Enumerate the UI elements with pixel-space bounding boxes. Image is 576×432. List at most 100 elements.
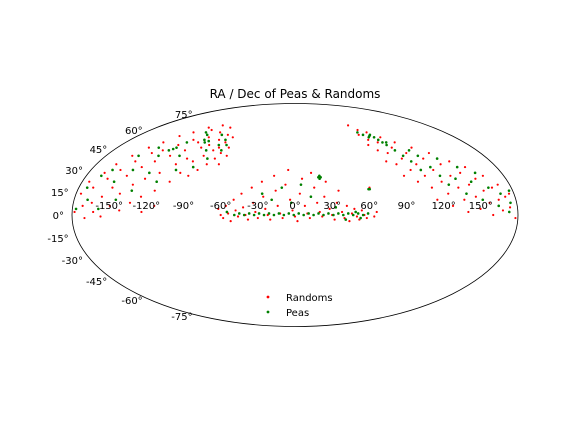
randoms-point — [448, 160, 451, 163]
randoms-point — [376, 141, 379, 144]
latitude-tick-label: 15° — [51, 188, 69, 199]
randoms-point — [81, 204, 84, 207]
randoms-point — [276, 204, 279, 207]
peas-point — [435, 157, 439, 160]
legend-label-peas: Peas — [286, 308, 309, 319]
randoms-point — [118, 192, 121, 195]
randoms-point — [340, 210, 344, 214]
randoms-point — [333, 218, 336, 221]
peas-point — [361, 133, 365, 137]
randoms-point — [415, 163, 418, 166]
randoms-point — [150, 151, 153, 155]
randoms-point — [256, 216, 259, 220]
peas-point — [242, 213, 246, 217]
peas-point — [401, 154, 405, 158]
peas-point — [385, 143, 388, 147]
randoms-point — [309, 171, 313, 174]
randoms-point — [405, 151, 408, 155]
peas-point — [307, 212, 310, 215]
peas-point — [351, 213, 355, 217]
peas-point — [299, 183, 303, 186]
randoms-point — [162, 141, 165, 144]
peas-point — [220, 133, 224, 137]
randoms-point — [316, 201, 319, 204]
peas-point — [262, 213, 266, 217]
randoms-point — [83, 216, 86, 220]
randoms-point — [140, 210, 143, 214]
randoms-point — [356, 128, 359, 132]
peas-point — [361, 213, 365, 217]
peas-point — [509, 201, 512, 205]
peas-point — [100, 174, 103, 178]
peas-point — [112, 180, 116, 183]
peas-point — [131, 168, 135, 172]
randoms-point — [219, 213, 222, 217]
legend: Randoms Peas — [266, 293, 333, 319]
randoms-point — [357, 133, 360, 136]
randoms-point — [376, 149, 379, 152]
peas-point — [381, 141, 384, 144]
randoms-point — [373, 215, 376, 218]
randoms-point — [212, 149, 215, 152]
randoms-point — [439, 163, 442, 166]
peas-point — [317, 175, 320, 179]
randoms-point — [281, 216, 284, 220]
longitude-tick-label: -150° — [95, 201, 123, 212]
peas-point — [225, 210, 229, 214]
peas-point — [252, 213, 256, 217]
peas-point — [319, 175, 322, 179]
peas-point — [416, 154, 420, 158]
peas-point — [327, 212, 330, 215]
randoms-point — [219, 131, 222, 134]
randoms-point — [400, 157, 403, 160]
peas-point — [277, 212, 281, 215]
randoms-point — [179, 171, 182, 174]
peas-point — [175, 146, 178, 149]
peas-point — [191, 165, 195, 169]
randoms-point — [92, 210, 95, 214]
peas-point — [393, 149, 397, 152]
randoms-point — [507, 192, 511, 195]
randoms-point — [221, 124, 224, 127]
peas-point — [356, 212, 360, 215]
peas-point — [334, 206, 338, 209]
randoms-point — [231, 136, 234, 139]
peas-point — [157, 154, 160, 158]
randoms-point — [73, 210, 76, 214]
randoms-point — [131, 154, 134, 157]
peas-point — [473, 171, 477, 175]
randoms-point — [115, 163, 118, 166]
randoms-point — [174, 163, 177, 166]
randoms-point — [168, 180, 171, 183]
randoms-point — [100, 195, 104, 198]
randoms-point — [474, 195, 477, 198]
randoms-point — [296, 220, 299, 223]
randoms-point — [436, 198, 439, 201]
peas-point — [507, 189, 511, 192]
randoms-point — [229, 220, 232, 223]
series-peas — [74, 131, 512, 221]
peas-point — [455, 165, 459, 169]
randoms-point — [287, 168, 290, 172]
randoms-point — [501, 209, 505, 212]
peas-point — [86, 198, 89, 202]
randoms-point — [140, 165, 143, 169]
randoms-point — [457, 186, 460, 189]
longitude-tick-label: -120° — [132, 201, 160, 212]
randoms-point — [492, 213, 495, 217]
randoms-point — [225, 154, 228, 157]
randoms-point — [232, 198, 235, 201]
randoms-point — [196, 168, 199, 172]
randoms-point — [298, 192, 301, 195]
peas-point — [322, 213, 325, 217]
randoms-point — [217, 146, 221, 149]
latitude-tick-label: 0° — [53, 211, 64, 222]
longitude-tick-label: 60° — [360, 201, 378, 212]
randoms-point — [479, 207, 482, 210]
peas-point — [447, 183, 451, 186]
randoms-point — [367, 138, 370, 141]
randoms-point — [390, 146, 393, 149]
randoms-point — [125, 174, 128, 177]
peas-point — [344, 218, 348, 221]
latitude-tick-label: 30° — [65, 166, 83, 177]
